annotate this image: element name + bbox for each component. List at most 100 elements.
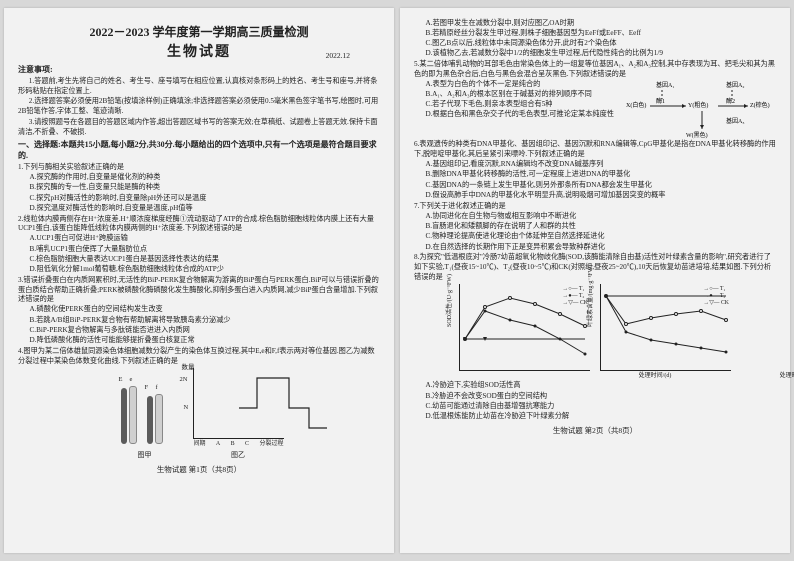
page-left: 2022－2023 学年度第一学期高三质量检测 生物试题 2022.12 注意事… xyxy=(4,8,394,553)
svg-text:酶2: 酶2 xyxy=(726,97,735,105)
q3-stem: 3.错误折叠蛋白在内质网累积时,无活性的BiP-PERK复合物解离为游离的BiP… xyxy=(18,276,380,305)
q2-B: B.哺乳UCP1蛋白使挥了大量脂肪位点 xyxy=(18,245,380,255)
q5-A: A.表型为白色的个体不一定是纯合的 xyxy=(414,80,626,90)
fig4-N: N xyxy=(184,404,189,413)
pathway-diagram: 基因A₁ 基因A₂ X(白色) 酶1 Y(粗色) 酶2 Z(棕色) 基因A₃ xyxy=(626,79,776,139)
chrom-1 xyxy=(121,388,127,444)
q6-C: C.基因DNA的一条链上发生甲基化,则另外那条所有DNA都会发生甲基化 xyxy=(414,181,776,191)
chart-chl: 叶绿素含量/(mg·g⁻¹FW) 处理时间/(d) →○― T₁ →●― T₂ … xyxy=(600,284,731,371)
pathway-svg: 基因A₁ 基因A₂ X(白色) 酶1 Y(粗色) 酶2 Z(棕色) 基因A₃ xyxy=(626,79,776,139)
notice-p1: 1.答题前,考生先将自己的姓名、考生号、座号填写在相应位置,认真核对条形码上的姓… xyxy=(18,77,380,96)
q7-C: C.物种理论提高使进化理论由个体延伸至自然选择延进化 xyxy=(414,232,776,242)
label-E: E xyxy=(119,376,123,385)
q4-stem: 4.图甲为某二倍体雄鼠同源染色体细胞减数分裂产生的染色体互换过程,其中E,e和F… xyxy=(18,347,380,366)
fig4-xC: C xyxy=(245,440,249,448)
chart2-legend: →○― T₁ →●― T₂ →▽― CK xyxy=(703,286,729,307)
chart1-ylab: SOD活性/(U·g⁻¹FW) xyxy=(446,274,454,327)
q3-B: B.若跳A/B组BiP-PERK复合物有帮助解离将导致胰岛素分泌减少 xyxy=(18,316,380,326)
fig4-xB: B xyxy=(231,440,235,448)
chart2-xlab: 处理时间/(d) xyxy=(731,372,794,380)
fig4-right-caption: 图乙 xyxy=(193,451,284,460)
q6-A: A.基因组印记,看度沉默,RNA编辑均不改变DNA碱基序列 xyxy=(414,160,776,170)
svg-text:W(黑色): W(黑色) xyxy=(686,131,708,139)
q8-A: A.冷胁迫下,实验组SOD活性高 xyxy=(414,381,776,391)
footer-2: 生物试题 第2页（共8页） xyxy=(414,426,776,436)
q6-stem: 6.表观遗传的种类有DNA甲基化、基因组印记、基因沉默和RNA编辑等,CpG甲基… xyxy=(414,140,776,159)
p2-A: A.若图甲发生在减数分裂中,则对应图乙OA时期 xyxy=(414,19,776,29)
q3-D: D.降低磷酸化酶的活性可能能够提折叠蛋白核复正常 xyxy=(18,336,380,346)
fig4-axis: 数量 2N N 间期 A B C 分裂过程 xyxy=(193,368,284,439)
q1-C: C.探究pH对酶活性的影响时,自变量除pH外还可以是温度 xyxy=(18,194,380,204)
chromosome-diagram: E e F f xyxy=(115,378,175,450)
q1-D: D.探究温度对酶活性的影响时,自变量是温度,pH值等 xyxy=(18,204,380,214)
q5-C: C.若子代现下毛色,则亲本表型组合有5种 xyxy=(414,100,626,110)
fig4-xA: A xyxy=(216,440,220,448)
q8-D: D.低温根炼能防止幼苗在冷胁迫下叶绿素分解 xyxy=(414,412,776,422)
q7-B: B.盲肠退化和矮额脚的存在说明了人和群的共性 xyxy=(414,222,776,232)
p2-D: D.该植物乙去,若减数分裂中1/2的细胞发生甲过程,后代隐性纯合的比例为1/9 xyxy=(414,49,776,59)
chrom-4 xyxy=(155,394,163,444)
q2-D: D.阻低氧化分解1mol葡萄糖,棕色脂肪细胞线粒体合成的ATP少 xyxy=(18,265,380,275)
p2-B: B.若精原经丝分裂发生甲过程,则株子细胞基因型为EeFf或EeFF、Eeff xyxy=(414,29,776,39)
fig4-left: E e F f 图甲 xyxy=(115,378,175,460)
q2-stem: 2.线粒体内膜两侧存在H⁺浓度差.H⁺顺浓度梯度经酶①流动驱动了ATP的合成.棕… xyxy=(18,215,380,234)
chart-sod: SOD活性/(U·g⁻¹FW) 处理时间/(d) →○― T₁ →●― T₂ →… xyxy=(459,284,590,371)
q3-A: A.磷酸化使PERK蛋白的空间结构发生改变 xyxy=(18,305,380,315)
gene-A3: 基因A₃ xyxy=(726,117,744,125)
q5: 5.某二倍体哺乳动物的耳部毛色由常染色体上的一组复等位基因A₁、A₂和A₃控制,… xyxy=(414,60,776,139)
fig4-curve xyxy=(239,368,329,438)
q1-B: B.探究酶的专一性,自变量只能是酶的种类 xyxy=(18,183,380,193)
gene-A2: 基因A₂ xyxy=(726,81,744,89)
footer-1: 生物试题 第1页（共8页） xyxy=(18,465,380,475)
label-F: F xyxy=(145,384,149,393)
q5-D: D.根据白色和黑色杂交子代的毛色表型,可推论定某本纯度性 xyxy=(414,110,626,120)
svg-text:Y(粗色): Y(粗色) xyxy=(688,101,708,109)
q6: 6.表观遗传的种类有DNA甲基化、基因组印记、基因沉默和RNA编辑等,CpG甲基… xyxy=(414,140,776,200)
fig4-x0: 间期 xyxy=(194,440,206,448)
q1-A: A.探究酶的作用时,自变量是催化剂的种类 xyxy=(18,173,380,183)
q7-D: D.在自然选择的长期作用下正是变异积累会导致种群进化 xyxy=(414,243,776,253)
label-f: f xyxy=(156,384,158,393)
q5-stem: 5.某二倍体哺乳动物的耳部毛色由常染色体上的一组复等位基因A₁、A₂和A₃控制,… xyxy=(414,60,776,79)
notice-head: 注意事项: xyxy=(18,65,380,76)
fig4-xD: 分裂过程 xyxy=(259,440,283,448)
p2-C: C.图乙B点以后,线粒体中未同源染色体分开,此时有2个染色体 xyxy=(414,39,776,49)
q1: 1.下列与酶相关实验叙述正确的是 A.探究酶的作用时,自变量是催化剂的种类 B.… xyxy=(18,163,380,214)
part-a-head: 一、选择题:本题共15小题,每小题2分,共30分.每小题给出的四个选项中,只有一… xyxy=(18,140,380,162)
svg-text:X(白色): X(白色) xyxy=(626,101,646,109)
notice-p3: 3.请按照题号在各题目的答题区域内作答,超出答题区域书写的答案无效;在草稿纸、试… xyxy=(18,118,380,137)
chart2-ylab: 叶绿素含量/(mg·g⁻¹FW) xyxy=(587,265,595,327)
q3-C: C.BiP-PERK复合物解离与多肽链能否进进入内质网 xyxy=(18,326,380,336)
chart1-legend: →○― T₁ →●― T₂ →▽― CK xyxy=(562,286,588,307)
q2-C: C.棕色脂肪细胞大量表达UCP1蛋白是基因选择性表达的结果 xyxy=(18,255,380,265)
figure-4: E e F f 图甲 数量 2N N 间期 A xyxy=(18,368,380,460)
chrom-2 xyxy=(129,386,137,444)
q3: 3.错误折叠蛋白在内质网累积时,无活性的BiP-PERK复合物解离为游离的BiP… xyxy=(18,276,380,346)
q6-B: B.删除DNA甲基化转移酶的活性,可一定程度上进进DNA的甲基化 xyxy=(414,170,776,180)
fig4-ylab: 数量 xyxy=(182,364,195,373)
svg-text:酶1: 酶1 xyxy=(656,97,665,105)
page-wrap: 2022－2023 学年度第一学期高三质量检测 生物试题 2022.12 注意事… xyxy=(0,0,794,561)
svg-text:Z(棕色): Z(棕色) xyxy=(750,101,770,109)
q2-A: A.UCP1蛋白可促进H⁺跨膜运输 xyxy=(18,234,380,244)
fig4-right: 数量 2N N 间期 A B C 分裂过程 图乙 xyxy=(193,368,284,460)
q7: 7.下列关于进化叙述正确的是 A.协同进化在自生物与物或相互影响中不断进化 B.… xyxy=(414,202,776,253)
chart1-xlab: 处理时间/(d) xyxy=(590,372,720,380)
label-e: e xyxy=(130,376,133,385)
fig4-2N: 2N xyxy=(180,376,188,385)
q1-stem: 1.下列与酶相关实验叙述正确的是 xyxy=(18,163,380,173)
q7-A: A.协同进化在自生物与物或相互影响中不断进化 xyxy=(414,212,776,222)
notice-p2: 2.选择题答案必须使用2B铅笔(按填涂样例)正确填涂;非选择题答案必须使用0.5… xyxy=(18,97,380,116)
gene-A1: 基因A₁ xyxy=(656,81,674,89)
q2: 2.线粒体内膜两侧存在H⁺浓度差.H⁺顺浓度梯度经酶①流动驱动了ATP的合成.棕… xyxy=(18,215,380,275)
chrom-3 xyxy=(147,396,153,444)
charts-row: SOD活性/(U·g⁻¹FW) 处理时间/(d) →○― T₁ →●― T₂ →… xyxy=(414,284,776,371)
fig4-left-caption: 图甲 xyxy=(115,451,175,460)
q8-B: B.冷胁迫不会改变SOD蛋白的空间结构 xyxy=(414,392,776,402)
q5-B: B.A₁、A₂和A₃的根本区别在于碱基对的排列顺序不同 xyxy=(414,90,626,100)
q8-C: C.幼苗可能通过清除自由基增强抗寒能力 xyxy=(414,402,776,412)
q6-D: D.假设高肺手中DNA的甲基化水平明显升高,说明吸烟可增加基因突变的概率 xyxy=(414,191,776,201)
q7-stem: 7.下列关于进化叙述正确的是 xyxy=(414,202,776,212)
q4: 4.图甲为某二倍体雄鼠同源染色体细胞减数分裂产生的染色体互换过程,其中E,e和F… xyxy=(18,347,380,366)
page-right: A.若图甲发生在减数分裂中,则对应图乙OA时期 B.若精原经丝分裂发生甲过程,则… xyxy=(400,8,790,553)
